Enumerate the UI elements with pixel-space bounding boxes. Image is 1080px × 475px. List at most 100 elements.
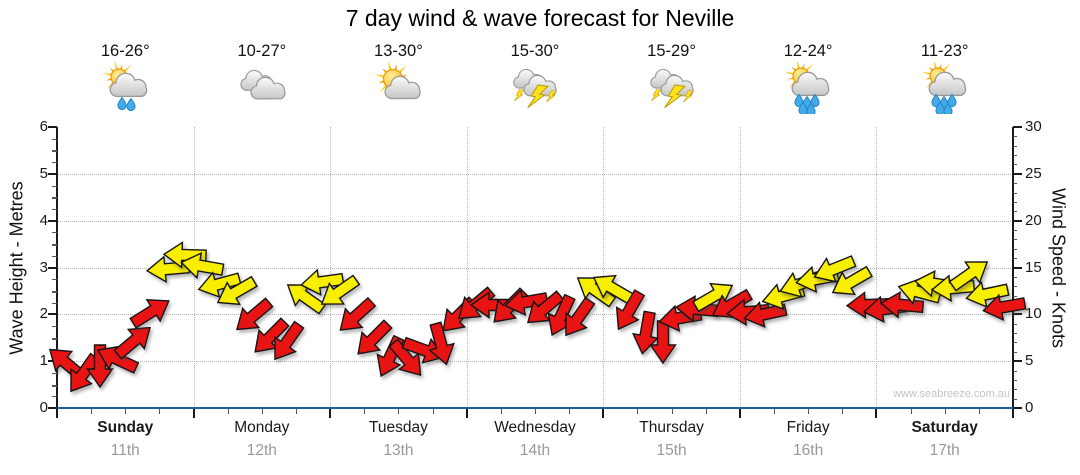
right-axis-tick (1013, 313, 1022, 316)
thunderstorm-icon (509, 62, 561, 114)
left-axis-minor-tick (52, 150, 57, 153)
left-axis-minor-tick (52, 197, 57, 200)
wind-arrow (876, 279, 928, 331)
right-axis-minor-tick (1013, 389, 1017, 391)
wind-arrow (347, 313, 399, 365)
day-date-label: 12th (246, 442, 277, 459)
bottom-axis-minor-tick (535, 409, 536, 414)
right-axis-minor-tick (1013, 342, 1017, 344)
right-tick-label: 0 (1025, 399, 1034, 416)
bottom-axis-minor-tick (671, 409, 673, 414)
day-name-label: Sunday (97, 419, 154, 436)
wind-arrow (244, 311, 296, 363)
wind-arrow (944, 248, 996, 300)
left-axis-tick (48, 407, 57, 409)
bottom-axis-tick (1012, 409, 1014, 418)
thunderstorm-icon (646, 62, 698, 114)
day-date-label: 17th (929, 442, 960, 459)
left-axis-minor-tick (52, 232, 57, 234)
left-axis-minor-tick (52, 208, 57, 210)
wind-arrow (518, 283, 570, 335)
right-axis-minor-tick (1013, 323, 1017, 325)
left-axis-line (56, 127, 58, 409)
right-axis-minor-tick (1013, 248, 1017, 250)
day-name-label: Wednesday (494, 419, 576, 436)
left-axis-minor-tick (52, 326, 57, 328)
left-axis-tick (48, 219, 57, 222)
left-axis-minor-tick (52, 290, 57, 293)
wind-arrow (330, 290, 382, 342)
left-axis-tick (48, 266, 57, 269)
left-tick-label: 5 (39, 164, 48, 182)
right-axis-minor-tick (1013, 145, 1017, 147)
bottom-axis-minor-tick (364, 409, 366, 414)
wind-arrow (808, 243, 860, 295)
day-date-label: 15th (656, 442, 687, 459)
temp-range-label: 16-26° (100, 42, 150, 60)
wind-arrow (552, 292, 604, 344)
bottom-axis-minor-tick (432, 409, 434, 414)
left-tick-label: 1 (39, 352, 48, 370)
wind-arrow (500, 276, 552, 328)
day-name-label: Friday (786, 419, 830, 436)
wind-arrow (637, 316, 689, 368)
right-tick-label: 10 (1025, 305, 1042, 323)
wind-arrow (176, 240, 228, 292)
gridline-vertical (603, 127, 605, 408)
left-axis-minor-tick (52, 162, 57, 164)
left-axis-minor-tick (52, 255, 57, 257)
temp-range-label: 15-30° (510, 42, 560, 60)
wind-arrow (74, 340, 126, 392)
gridline-vertical (330, 127, 332, 408)
bottom-axis-tick (875, 409, 878, 418)
left-axis-tick (48, 313, 57, 316)
bottom-axis-minor-tick (159, 409, 161, 414)
watermark: www.seabreeze.com.au (893, 388, 1010, 400)
bottom-axis-minor-tick (261, 409, 263, 414)
wind-arrow (296, 256, 348, 308)
left-tick-label: 2 (39, 305, 48, 323)
cloudy-icon (236, 62, 288, 114)
bottom-axis-minor-tick (978, 409, 980, 414)
right-axis-minor-tick (1013, 155, 1017, 157)
wind-arrow (586, 262, 638, 314)
left-axis-minor-tick (52, 396, 57, 398)
right-axis-minor-tick (1013, 230, 1017, 232)
right-axis-tick (1013, 360, 1022, 363)
gridline-horizontal (58, 361, 1013, 363)
wind-arrow (978, 281, 1030, 333)
right-axis-tick (1013, 407, 1022, 409)
bottom-axis-tick (56, 409, 58, 418)
right-axis-minor-tick (1013, 136, 1017, 138)
day-name-label: Tuesday (368, 419, 428, 436)
bottom-axis-tick (602, 409, 605, 418)
left-axis-minor-tick (52, 337, 57, 340)
right-tick-label: 20 (1025, 211, 1042, 229)
right-axis-minor-tick (1013, 351, 1017, 353)
wind-arrow (961, 268, 1013, 320)
left-axis-minor-tick (52, 372, 57, 374)
left-tick-label: 4 (39, 211, 48, 229)
day-date-label: 14th (519, 442, 551, 459)
left-axis-minor-tick (52, 302, 57, 304)
gridline-vertical (876, 127, 878, 408)
bottom-axis-minor-tick (944, 409, 946, 414)
right-axis-label: Wind Speed - Knots (1048, 187, 1069, 349)
partly-cloudy-icon (372, 60, 424, 114)
right-axis-minor-tick (1013, 239, 1017, 241)
wind-arrow (398, 324, 450, 376)
left-axis-minor-tick (52, 244, 57, 247)
right-axis-tick (1013, 266, 1022, 269)
bottom-axis-minor-tick (125, 409, 127, 414)
bottom-axis-minor-tick (91, 409, 93, 414)
right-axis-minor-tick (1013, 398, 1017, 400)
right-tick-label: 15 (1025, 258, 1042, 276)
gridline-vertical (466, 127, 468, 408)
right-axis-minor-tick (1013, 211, 1017, 213)
temp-range-label: 15-29° (647, 42, 696, 60)
bottom-axis-minor-tick (637, 409, 639, 414)
day-date-label: 16th (793, 442, 824, 459)
temp-range-label: 12-24° (783, 42, 833, 60)
bottom-axis-minor-tick (808, 409, 810, 414)
